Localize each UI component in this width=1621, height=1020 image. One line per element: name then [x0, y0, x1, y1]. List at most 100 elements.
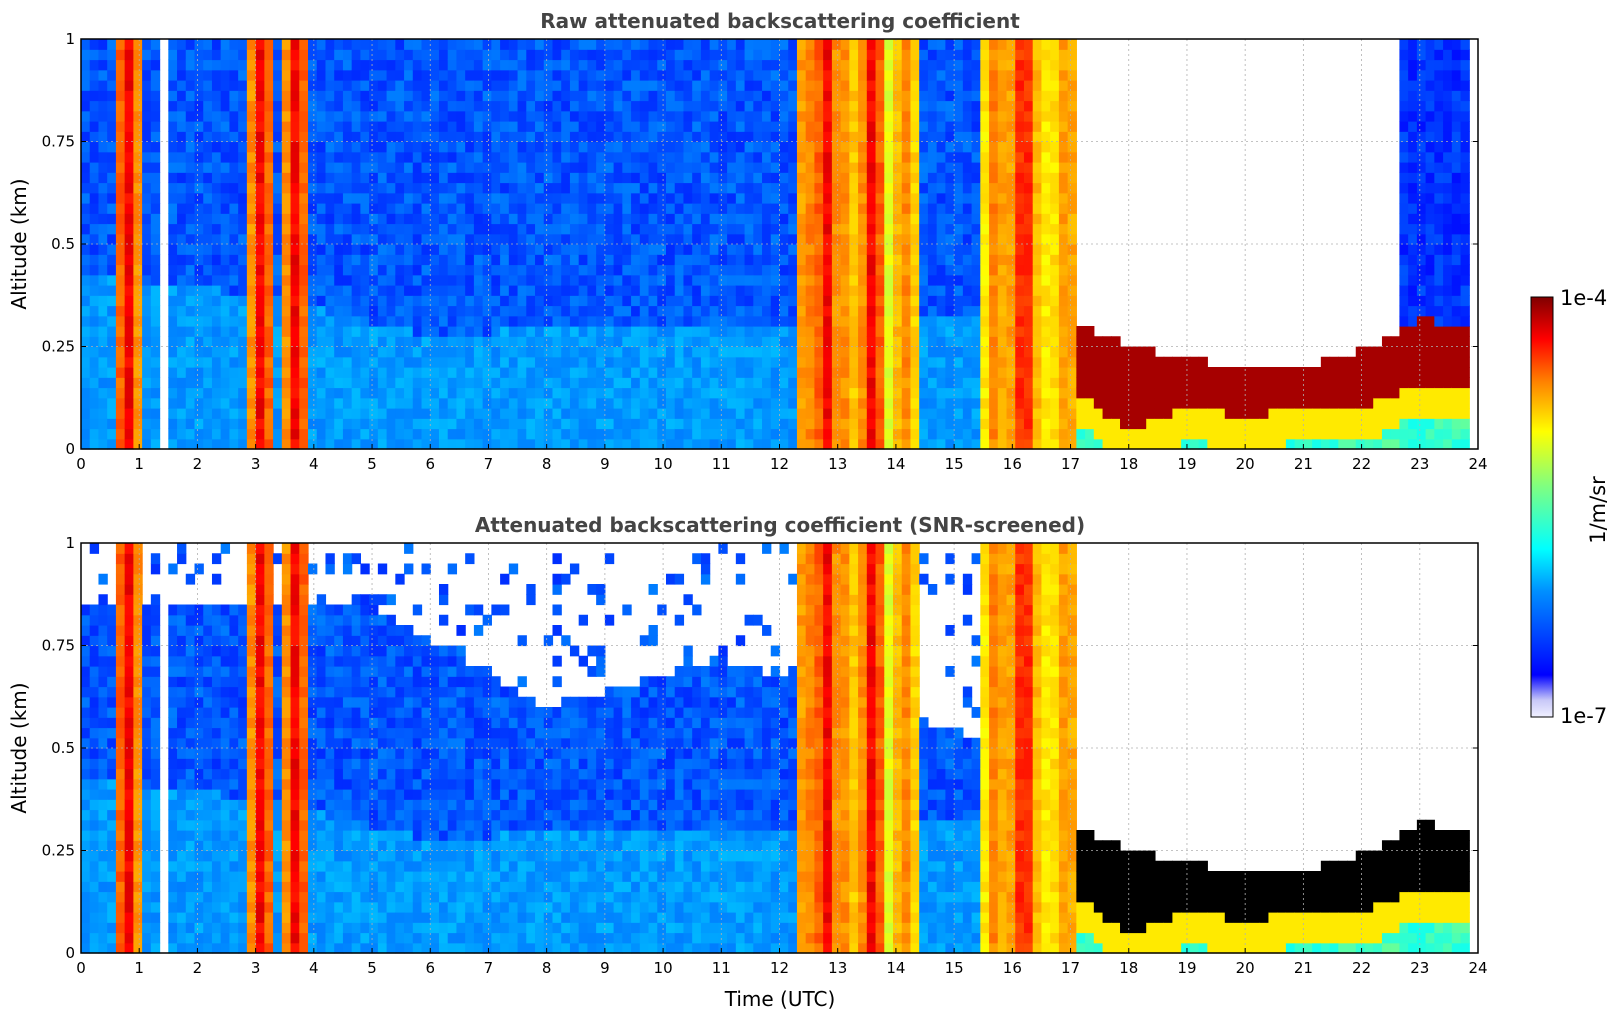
heatmap-cell: [81, 285, 91, 296]
heatmap-cell: [849, 172, 859, 184]
heatmap-cell: [569, 162, 580, 173]
heatmap-cell: [404, 203, 414, 214]
heatmap-cell: [893, 428, 903, 440]
heatmap-cell: [526, 295, 536, 307]
heatmap-cell: [936, 326, 946, 337]
heatmap-cell: [264, 213, 274, 225]
heatmap-cell: [273, 39, 283, 50]
heatmap-cell: [814, 49, 824, 61]
heatmap-cell: [989, 264, 999, 276]
heatmap-cell: [238, 438, 248, 450]
heatmap-cell: [142, 80, 152, 91]
heatmap-cell: [473, 315, 484, 327]
heatmap-cell: [1399, 172, 1409, 184]
heatmap-cell: [220, 336, 231, 348]
heatmap-cell: [980, 346, 990, 358]
heatmap-cell: [115, 203, 126, 214]
heatmap-cell: [107, 90, 117, 102]
heatmap-cell: [1041, 59, 1051, 71]
heatmap-cell: [1093, 438, 1104, 450]
heatmap-cell: [700, 408, 711, 419]
heatmap-cell: [596, 90, 606, 102]
heatmap-cell: [316, 192, 327, 204]
heatmap-cell: [1390, 356, 1401, 368]
heatmap-cell: [438, 346, 449, 358]
heatmap-cell: [735, 121, 746, 132]
heatmap-cell: [762, 49, 772, 61]
heatmap-cell: [438, 131, 449, 143]
heatmap-cell: [342, 326, 353, 337]
heatmap-cell: [246, 192, 257, 204]
heatmap-cell: [491, 110, 501, 122]
heatmap-cell: [770, 49, 781, 61]
heatmap-cell: [753, 80, 763, 91]
heatmap-cell: [875, 59, 885, 71]
heatmap-cell: [517, 336, 527, 348]
heatmap-cell: [893, 39, 903, 50]
heatmap-cell: [613, 162, 623, 173]
heatmap-cell: [246, 182, 257, 194]
heatmap-cell: [1058, 100, 1069, 112]
heatmap-cell: [185, 367, 196, 378]
heatmap-cell: [246, 213, 257, 225]
heatmap-cell: [569, 336, 580, 348]
heatmap-cell: [683, 326, 693, 337]
heatmap-cell: [997, 110, 1008, 122]
heatmap-cell: [238, 80, 248, 91]
heatmap-cell: [674, 326, 685, 337]
heatmap-cell: [971, 223, 981, 235]
heatmap-cell: [220, 233, 231, 245]
heatmap-cell: [762, 336, 772, 348]
heatmap-cell: [1224, 408, 1235, 419]
heatmap-cell: [421, 151, 431, 163]
heatmap-cell: [281, 172, 292, 184]
heatmap-cell: [683, 305, 693, 317]
heatmap-cell: [823, 346, 833, 358]
heatmap-cell: [535, 192, 545, 204]
heatmap-cell: [989, 151, 999, 163]
heatmap-cell: [919, 151, 929, 163]
heatmap-cell: [168, 244, 178, 255]
heatmap-cell: [255, 90, 265, 102]
heatmap-cell: [753, 141, 763, 153]
heatmap-cell: [308, 387, 318, 399]
heatmap-cell: [1181, 367, 1191, 378]
heatmap-cell: [692, 110, 702, 122]
heatmap-cell: [770, 141, 781, 153]
heatmap-cell: [648, 438, 658, 450]
heatmap-cell: [1006, 295, 1016, 307]
heatmap-cell: [150, 264, 161, 276]
heatmap-cell: [508, 141, 519, 153]
heatmap-cell: [482, 274, 492, 286]
heatmap-cell: [1312, 438, 1322, 450]
heatmap-cell: [989, 408, 999, 419]
heatmap-cell: [1023, 110, 1034, 122]
heatmap-cell: [1198, 377, 1208, 389]
heatmap-cell: [1146, 438, 1156, 450]
heatmap-cell: [1347, 377, 1357, 389]
heatmap-cell: [438, 244, 449, 255]
heatmap-cell: [168, 408, 178, 419]
heatmap-cell: [1399, 356, 1409, 368]
heatmap-cell: [264, 244, 274, 255]
heatmap-cell: [665, 438, 676, 450]
heatmap-cell: [290, 121, 300, 132]
heatmap-cell: [115, 387, 126, 399]
heatmap-cell: [762, 377, 772, 389]
heatmap-cell: [456, 254, 466, 266]
heatmap-cell: [648, 285, 658, 296]
heatmap-cell: [779, 49, 789, 61]
heatmap-cell: [142, 264, 152, 276]
heatmap-cell: [735, 285, 746, 296]
heatmap-cell: [849, 244, 859, 255]
heatmap-cell: [1006, 326, 1016, 337]
heatmap-cell: [107, 295, 117, 307]
heatmap-cell: [1207, 367, 1217, 378]
heatmap-cell: [989, 182, 999, 194]
heatmap-cell: [308, 397, 318, 409]
heatmap-cell: [290, 336, 300, 348]
heatmap-cell: [535, 233, 545, 245]
heatmap-cell: [552, 182, 562, 194]
heatmap-cell: [395, 59, 405, 71]
heatmap-cell: [980, 213, 990, 225]
